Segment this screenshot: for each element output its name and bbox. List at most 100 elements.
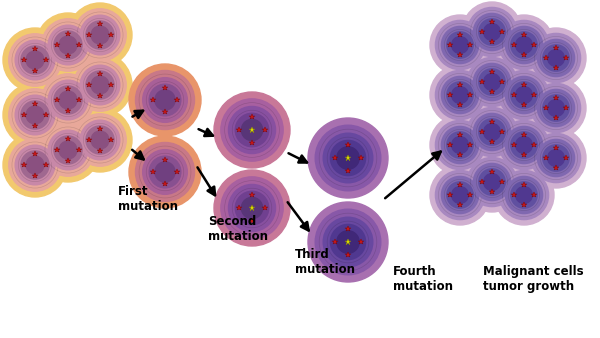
Circle shape xyxy=(21,101,49,129)
Circle shape xyxy=(323,217,373,267)
Circle shape xyxy=(479,19,505,45)
Text: Fourth
mutation: Fourth mutation xyxy=(393,265,453,293)
Circle shape xyxy=(515,187,532,203)
Circle shape xyxy=(548,50,565,66)
Circle shape xyxy=(447,182,473,208)
Circle shape xyxy=(430,115,490,175)
Circle shape xyxy=(462,102,522,162)
Circle shape xyxy=(467,7,517,56)
Circle shape xyxy=(15,95,55,135)
Circle shape xyxy=(68,108,132,172)
Circle shape xyxy=(467,57,517,106)
Circle shape xyxy=(214,92,290,168)
Circle shape xyxy=(54,136,82,164)
Circle shape xyxy=(308,202,388,282)
Circle shape xyxy=(479,69,505,95)
Circle shape xyxy=(74,59,126,111)
Circle shape xyxy=(447,82,473,108)
Circle shape xyxy=(505,126,542,164)
Circle shape xyxy=(9,89,61,141)
Circle shape xyxy=(538,89,575,127)
Circle shape xyxy=(59,141,77,159)
Circle shape xyxy=(499,20,548,70)
Circle shape xyxy=(143,78,187,122)
Circle shape xyxy=(9,139,61,191)
Circle shape xyxy=(462,52,522,112)
Circle shape xyxy=(214,170,290,246)
Circle shape xyxy=(511,82,537,108)
Circle shape xyxy=(80,120,120,160)
Circle shape xyxy=(91,26,109,44)
Circle shape xyxy=(462,152,522,212)
Circle shape xyxy=(430,65,490,125)
Circle shape xyxy=(484,24,500,41)
Circle shape xyxy=(59,36,77,54)
Circle shape xyxy=(447,32,473,58)
Circle shape xyxy=(505,76,542,114)
Circle shape xyxy=(532,33,581,82)
Circle shape xyxy=(505,176,542,214)
Circle shape xyxy=(543,145,569,171)
Circle shape xyxy=(494,65,554,125)
Circle shape xyxy=(484,74,500,90)
Circle shape xyxy=(494,115,554,175)
Circle shape xyxy=(467,158,517,207)
Circle shape xyxy=(21,46,49,74)
Circle shape xyxy=(91,131,109,149)
Circle shape xyxy=(323,133,373,183)
Circle shape xyxy=(155,90,175,110)
Circle shape xyxy=(26,156,44,174)
Circle shape xyxy=(36,118,100,182)
Circle shape xyxy=(436,70,485,120)
Circle shape xyxy=(136,71,194,129)
Circle shape xyxy=(538,40,575,77)
Circle shape xyxy=(436,20,485,70)
Circle shape xyxy=(479,169,505,195)
Circle shape xyxy=(494,165,554,225)
Circle shape xyxy=(3,28,67,92)
Circle shape xyxy=(505,26,542,64)
Text: First
mutation: First mutation xyxy=(118,185,178,213)
Circle shape xyxy=(452,187,469,203)
Circle shape xyxy=(499,170,548,220)
Circle shape xyxy=(315,125,381,191)
Circle shape xyxy=(80,65,120,105)
Circle shape xyxy=(442,176,479,214)
Circle shape xyxy=(484,174,500,190)
Circle shape xyxy=(235,113,269,147)
Circle shape xyxy=(315,209,381,275)
Circle shape xyxy=(548,100,565,116)
Text: Malignant cells
tumor growth: Malignant cells tumor growth xyxy=(483,265,584,293)
Circle shape xyxy=(3,83,67,147)
Circle shape xyxy=(337,147,359,169)
Text: Second
mutation: Second mutation xyxy=(208,215,268,243)
Circle shape xyxy=(235,191,269,225)
Circle shape xyxy=(526,78,586,138)
Circle shape xyxy=(484,124,500,140)
Circle shape xyxy=(241,197,263,219)
Circle shape xyxy=(442,26,479,64)
Circle shape xyxy=(241,119,263,141)
Circle shape xyxy=(436,120,485,170)
Circle shape xyxy=(59,91,77,109)
Circle shape xyxy=(68,3,132,67)
Circle shape xyxy=(430,15,490,75)
Circle shape xyxy=(331,224,365,260)
Circle shape xyxy=(42,124,94,176)
Circle shape xyxy=(543,95,569,121)
Circle shape xyxy=(129,64,201,136)
Circle shape xyxy=(136,143,194,201)
Circle shape xyxy=(9,34,61,86)
Circle shape xyxy=(129,136,201,208)
Circle shape xyxy=(511,182,537,208)
Circle shape xyxy=(68,53,132,117)
Circle shape xyxy=(494,15,554,75)
Circle shape xyxy=(26,106,44,124)
Circle shape xyxy=(229,106,275,153)
Circle shape xyxy=(143,150,187,194)
Circle shape xyxy=(452,37,469,53)
Circle shape xyxy=(3,133,67,197)
Circle shape xyxy=(452,87,469,103)
Circle shape xyxy=(499,70,548,120)
Text: Third
mutation: Third mutation xyxy=(295,248,355,276)
